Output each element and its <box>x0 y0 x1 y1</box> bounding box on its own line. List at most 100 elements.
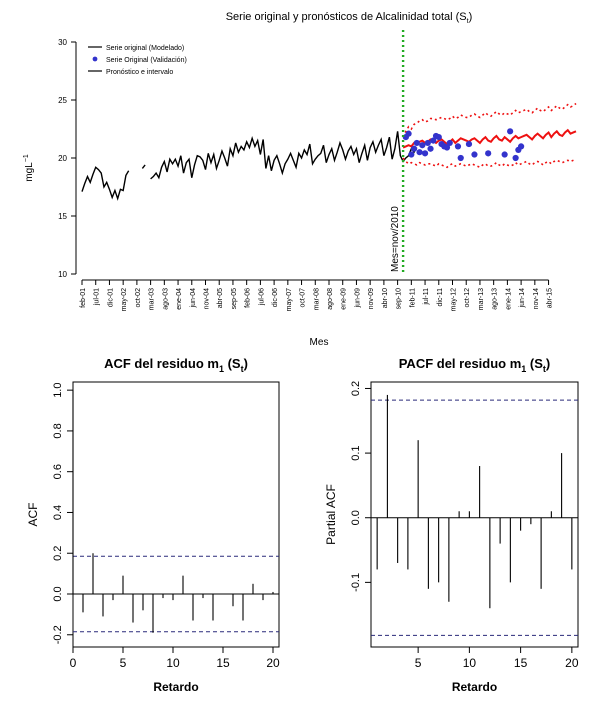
ts-validation-point <box>413 139 420 147</box>
ts-title-main: Serie original y pronósticos de Alcalini… <box>226 11 467 23</box>
ts-x-tick-label: abr-05 <box>217 288 224 308</box>
pacf-title-sub2: t <box>543 364 546 374</box>
ts-ylabel-superscript: −1 <box>23 154 30 162</box>
ts-forecast-upper-bound <box>402 102 577 138</box>
ts-x-tick-label: feb-01 <box>80 288 87 308</box>
ts-x-tick-label: dic-06 <box>272 288 279 307</box>
acf-x-tick-label: 5 <box>120 656 127 670</box>
ts-legend-point-validacion <box>92 56 98 62</box>
ts-validation-point <box>512 154 519 162</box>
pacf-title-close: ) <box>546 356 550 371</box>
pacf-y-tick-label: 0.1 <box>350 445 362 460</box>
acf-title-main: ACF del residuo m <box>104 356 219 371</box>
pacf-title-paren: (S <box>526 356 543 371</box>
ts-y-tick-label: 30 <box>58 38 67 47</box>
ts-x-tick-label: jun-04 <box>190 288 197 309</box>
acf-y-tick-label: 0.0 <box>52 586 64 601</box>
acf-y-tick-label: 0.4 <box>52 505 64 520</box>
ts-validation-point <box>471 151 478 158</box>
ts-x-tick-label: ago-03 <box>162 288 169 310</box>
ts-series-modelado-line <box>81 166 130 201</box>
acf-title-sub2: t <box>241 364 244 374</box>
acf-x-tick-label: 15 <box>216 656 230 670</box>
acf-y-tick-label: 0.6 <box>52 464 64 479</box>
ts-series-modelado-line <box>150 131 418 180</box>
ts-x-tick-label: sep-10 <box>396 288 403 310</box>
ts-x-tick-label: mar-13 <box>478 288 485 310</box>
ts-validation-point <box>454 143 462 150</box>
acf-y-tick-label: 0.8 <box>52 423 64 438</box>
ts-validation-point <box>465 140 473 148</box>
pacf-x-tick-label: 20 <box>565 656 579 670</box>
ts-validation-point <box>446 139 453 147</box>
ts-validation-point <box>443 144 451 151</box>
ts-validation-point <box>507 128 514 135</box>
ts-x-tick-label: nov-04 <box>204 288 211 310</box>
ts-validation-point <box>405 130 412 137</box>
acf-x-axis-label: Retardo <box>153 680 198 694</box>
pacf-title-sub1: 1 <box>521 364 526 374</box>
ts-chart-title: Serie original y pronósticos de Alcalini… <box>226 11 473 25</box>
ts-validation-point <box>408 151 415 158</box>
ts-x-tick-label: ene-14 <box>505 288 512 310</box>
ts-validation-point <box>427 145 434 152</box>
ts-x-tick-label: dic-01 <box>107 288 114 307</box>
pacf-plot-frame <box>370 381 579 648</box>
ts-x-tick-label: sep-05 <box>231 288 238 310</box>
ts-legend-label-validacion: Serie Original (Validación) <box>106 57 187 64</box>
ts-x-tick-label: nov-09 <box>368 288 375 310</box>
ts-x-tick-label: dic-11 <box>437 288 444 307</box>
ts-validation-point <box>457 154 464 162</box>
ts-x-tick-label: may-02 <box>121 288 128 311</box>
ts-legend-label-pronostico: Pronóstico e intervalo <box>106 69 173 76</box>
ts-x-tick-label: mar-08 <box>313 288 320 310</box>
pacf-y-tick-label: 0.0 <box>350 510 362 525</box>
ts-title-subscript: t <box>467 18 469 25</box>
ts-validation-point <box>424 139 431 147</box>
acf-y-tick-label: 0.2 <box>52 546 64 561</box>
ts-x-tick-label: feb-11 <box>409 288 416 307</box>
ts-x-tick-label: mar-03 <box>149 288 156 310</box>
ts-validation-point <box>410 145 418 152</box>
pacf-y-tick-label: -0.1 <box>350 573 362 592</box>
pacf-y-axis-label: Partial ACF <box>324 484 338 545</box>
ts-vline-label: Mes=nov/2010 <box>390 206 401 272</box>
acf-title-sub1: 1 <box>219 364 224 374</box>
acf-y-tick-label: -0.2 <box>52 625 64 644</box>
ts-y-tick-label: 10 <box>58 270 67 279</box>
ts-x-tick-label: jul-11 <box>423 288 430 306</box>
ts-x-tick-label: oct-07 <box>300 288 307 308</box>
ts-x-tick-label: jul-06 <box>258 288 265 306</box>
ts-x-tick-label: ene-09 <box>341 288 348 310</box>
ts-x-tick-label: nov-14 <box>533 288 540 310</box>
acf-x-tick-label: 0 <box>70 656 77 670</box>
acf-y-tick-label: 1.0 <box>52 383 64 398</box>
ts-x-tick-label: abr-15 <box>547 288 554 308</box>
acf-title-paren: (S <box>224 356 241 371</box>
acf-title-close: ) <box>244 356 248 371</box>
acf-y-axis-label: ACF <box>26 503 40 527</box>
ts-y-tick-label: 25 <box>58 96 67 105</box>
ts-legend-label-modelado: Serie original (Modelado) <box>106 45 184 52</box>
pacf-title-main: PACF del residuo m <box>399 356 522 371</box>
ts-x-tick-label: jul-01 <box>94 288 101 306</box>
ts-y-tick-label: 15 <box>58 212 67 221</box>
ts-validation-point <box>485 150 492 157</box>
ts-x-tick-label: may-07 <box>286 288 293 311</box>
ts-x-tick-label: may-12 <box>451 288 458 311</box>
ts-y-tick-label: 20 <box>58 154 67 163</box>
ts-ylabel-main: mgL <box>24 162 35 182</box>
ts-x-tick-label: abr-10 <box>382 288 389 308</box>
ts-x-tick-label: jun-14 <box>519 288 526 309</box>
ts-x-tick-label: ago-13 <box>492 288 499 310</box>
ts-series-modelado-line <box>141 164 146 169</box>
pacf-y-tick-label: 0.2 <box>350 381 362 396</box>
ts-validation-point <box>416 149 423 156</box>
ts-x-tick-label: ene-04 <box>176 288 183 310</box>
ts-x-tick-label: ago-08 <box>327 288 334 310</box>
acf-x-tick-label: 20 <box>266 656 280 670</box>
ts-validation-point <box>421 150 429 157</box>
ts-x-tick-label: jun-09 <box>354 288 361 309</box>
